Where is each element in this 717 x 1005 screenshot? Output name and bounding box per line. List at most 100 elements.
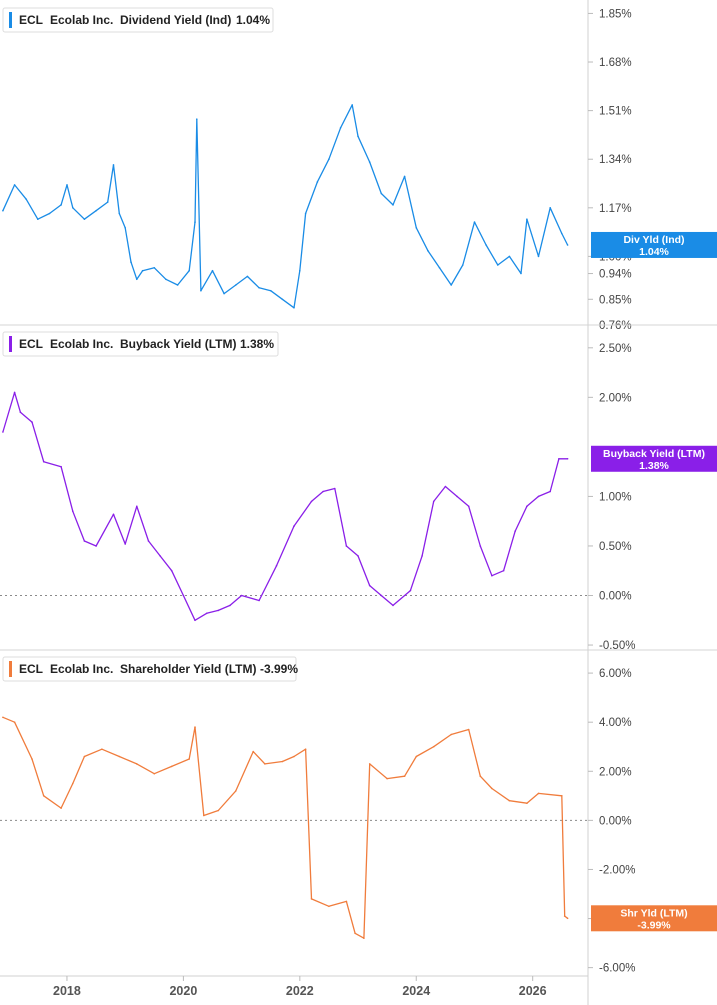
x-tick-label: 2020 [169, 984, 197, 998]
buyback-yield-data-point [275, 565, 278, 567]
shareholder-yield-y-tick-label: 0.00% [599, 815, 632, 827]
dividend-yield-data-point [165, 278, 167, 281]
dividend-yield-data-point [141, 269, 144, 272]
shareholder-yield-data-point [252, 750, 254, 753]
dividend-yield-data-point [438, 267, 441, 269]
buyback-yield-y-tick-label: 0.00% [599, 591, 632, 603]
buyback-yield-last-value-badge: Buyback Yield (LTM)1.38% [591, 445, 717, 472]
buyback-yield-data-point [380, 594, 383, 597]
buyback-yield-data-point [13, 391, 16, 394]
buyback-yield-data-point [514, 530, 516, 532]
dividend-yield-data-point [316, 181, 319, 183]
x-tick-label: 2024 [402, 984, 430, 998]
dividend-yield-data-point [473, 221, 476, 223]
buyback-yield-y-tick-label: 1.00% [599, 491, 632, 503]
shareholder-yield-data-point [450, 733, 453, 736]
dividend-yield-y-tick-label: 1.34% [599, 154, 632, 166]
shareholder-yield-data-point [13, 721, 16, 723]
shareholder-yield-data-point [310, 898, 313, 900]
dividend-yield-last-value-badge: Div Yld (Ind)1.04% [591, 231, 717, 258]
buyback-yield-data-point [42, 460, 45, 463]
dividend-yield-data-point [106, 201, 109, 203]
dividend-yield-data-point [246, 275, 249, 278]
buyback-yield-data-point [357, 555, 359, 557]
buyback-yield-badge-label: Buyback Yield (LTM) [603, 448, 705, 460]
shareholder-yield-data-point [363, 937, 365, 939]
dividend-yield-data-point [549, 207, 551, 209]
shareholder-yield-badge-value: -3.99% [637, 919, 671, 931]
buyback-yield-legend-value: 1.38% [240, 337, 274, 351]
buyback-yield-data-point [95, 545, 97, 547]
shareholder-yield-data-point [354, 932, 356, 935]
dividend-yield-badge-label: Div Yld (Ind) [623, 234, 684, 246]
shareholder-yield-data-point [83, 755, 86, 758]
dividend-yield-series-line [2, 104, 569, 309]
shareholder-yield-data-point [432, 745, 435, 748]
buyback-yield-data-point [31, 421, 33, 423]
buyback-yield-badge-bg [591, 445, 717, 472]
shareholder-yield-data-point [537, 792, 540, 795]
buyback-yield-data-point [479, 545, 482, 547]
buyback-yield-data-point [170, 569, 173, 572]
x-tick-label: 2022 [286, 984, 314, 998]
shareholder-yield-data-point [304, 748, 307, 750]
buyback-yield-data-point [182, 594, 185, 597]
dividend-yield-data-point [403, 175, 406, 178]
shareholder-yield-data-point [403, 775, 406, 777]
dividend-yield-data-point [299, 269, 301, 272]
shareholder-yield-data-point [368, 763, 371, 765]
buyback-yield-data-point [310, 500, 313, 503]
dividend-yield-data-point [258, 287, 260, 289]
shareholder-yield-legend-swatch [9, 661, 12, 677]
buyback-yield-legend-metric: Buyback Yield (LTM) [120, 337, 236, 351]
dividend-yield-data-point [508, 255, 511, 258]
shareholder-yield-data-point [235, 790, 237, 792]
buyback-yield-data-point [217, 609, 220, 612]
dividend-yield-data-point [194, 221, 196, 223]
shareholder-yield-data-point [194, 726, 196, 728]
dividend-yield-data-point [66, 184, 68, 186]
buyback-yield-data-point [409, 589, 412, 592]
shareholder-yield-data-point [72, 782, 74, 785]
dividend-yield-legend: ECL Ecolab Inc. Dividend Yield (Ind) 1.04% [2, 7, 274, 33]
shareholder-yield-legend-metric: Shareholder Yield (LTM) [120, 662, 256, 676]
shareholder-yield-data-point [60, 807, 62, 809]
shareholder-yield-data-point [203, 814, 205, 817]
shareholder-yield-data-point [491, 787, 493, 790]
dividend-yield-data-point [223, 292, 225, 295]
shareholder-yield-legend-box [2, 656, 297, 682]
dividend-yield-data-point [200, 289, 202, 292]
dividend-yield-data-point [130, 261, 132, 263]
buyback-yield-data-point [72, 510, 74, 513]
shareholder-yield-data-point [563, 915, 566, 917]
buyback-yield-badge-value: 1.38% [639, 460, 669, 472]
buyback-yield-legend-swatch [9, 336, 12, 352]
shareholder-yield-last-value-badge: Shr Yld (LTM)-3.99% [591, 905, 717, 932]
buyback-yield-data-point [258, 599, 260, 602]
dividend-yield-data-point [462, 264, 464, 266]
buyback-yield-data-point [136, 505, 138, 508]
dividend-yield-data-point [196, 118, 198, 120]
buyback-yield-data-point [549, 490, 551, 493]
shareholder-yield-y-tick-label: -2.00% [599, 864, 635, 876]
shareholder-yield-panel: 6.00%4.00%2.00%0.00%-2.00%-4.00%-6.00%EC… [0, 649, 717, 975]
dividend-yield-data-point [380, 192, 383, 195]
dividend-yield-data-point [520, 272, 522, 275]
shareholder-yield-data-point [467, 728, 470, 731]
buyback-yield-data-point [558, 458, 560, 460]
shareholder-yield-badge-bg [591, 905, 717, 932]
dividend-yield-y-tick-label: 1.68% [599, 57, 632, 69]
x-tick-label: 2018 [53, 984, 81, 998]
shareholder-yield-series-line [2, 716, 568, 939]
dividend-yield-data-point [281, 298, 284, 301]
dividend-yield-badge-bg [591, 231, 717, 258]
shareholder-yield-data-point [31, 758, 33, 760]
dividend-yield-data-point [176, 284, 179, 286]
dividend-yield-data-point [368, 161, 371, 163]
buyback-yield-y-tick-label: 0.50% [599, 541, 632, 553]
buyback-yield-data-point [444, 485, 447, 488]
dividend-yield-data-point [269, 289, 272, 292]
dividend-yield-y-tick-label: 0.85% [599, 294, 632, 306]
dividend-yield-data-point [112, 164, 115, 166]
dividend-yield-data-point [136, 278, 138, 281]
